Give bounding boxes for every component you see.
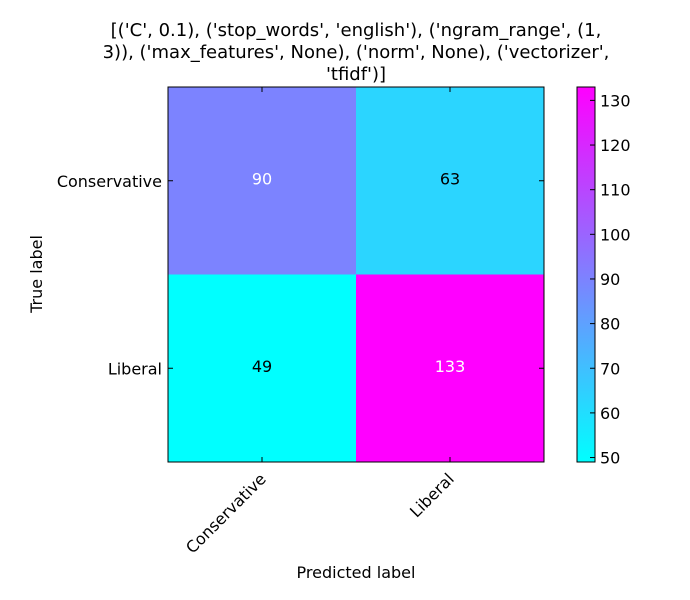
y-tick-label: Liberal [108,359,162,378]
chart-title: [('C', 0.1), ('stop_words', 'english'), … [103,20,610,85]
colorbar-tick-label: 60 [600,404,620,423]
colorbar-tick-label: 50 [600,449,620,468]
cell-value-label: 133 [435,357,466,376]
x-tick-label: Liberal [406,469,458,521]
heatmap-cell-0-0 [168,87,356,275]
colorbar-tick-label: 100 [600,225,631,244]
colorbar-tick-label: 70 [600,359,620,378]
heatmap-cell-0-1 [356,87,544,275]
colorbar-ticks: 50 60 70 80 90 100 110 120 130 [590,91,631,468]
plot-frame [167,86,545,463]
title-line-3: 'tfidf')] [326,64,386,85]
cell-value-label: 63 [440,169,460,188]
y-tick-label: Conservative [57,172,162,191]
colorbar-tick-label: 130 [600,91,631,110]
colorbar-tick-label: 120 [600,136,631,155]
colorbar [576,86,596,463]
y-axis-label: True label [27,235,46,314]
heatmap-cell-1-1 [356,274,544,462]
cell-value-label: 49 [252,357,272,376]
heatmap-cell-1-0 [168,274,356,462]
cell-value-label: 90 [252,169,272,188]
colorbar-tick-label: 80 [600,315,620,334]
x-tick-label: Conservative [182,469,270,557]
heatmap-cells: 90 63 49 133 [168,87,544,462]
title-line-2: 3)), ('max_features', None), ('norm', No… [103,42,610,63]
colorbar-tick-label: 110 [600,181,631,200]
colorbar-tick-label: 90 [600,270,620,289]
title-line-1: [('C', 0.1), ('stop_words', 'english'), … [111,20,602,41]
x-axis-label: Predicted label [297,563,416,582]
